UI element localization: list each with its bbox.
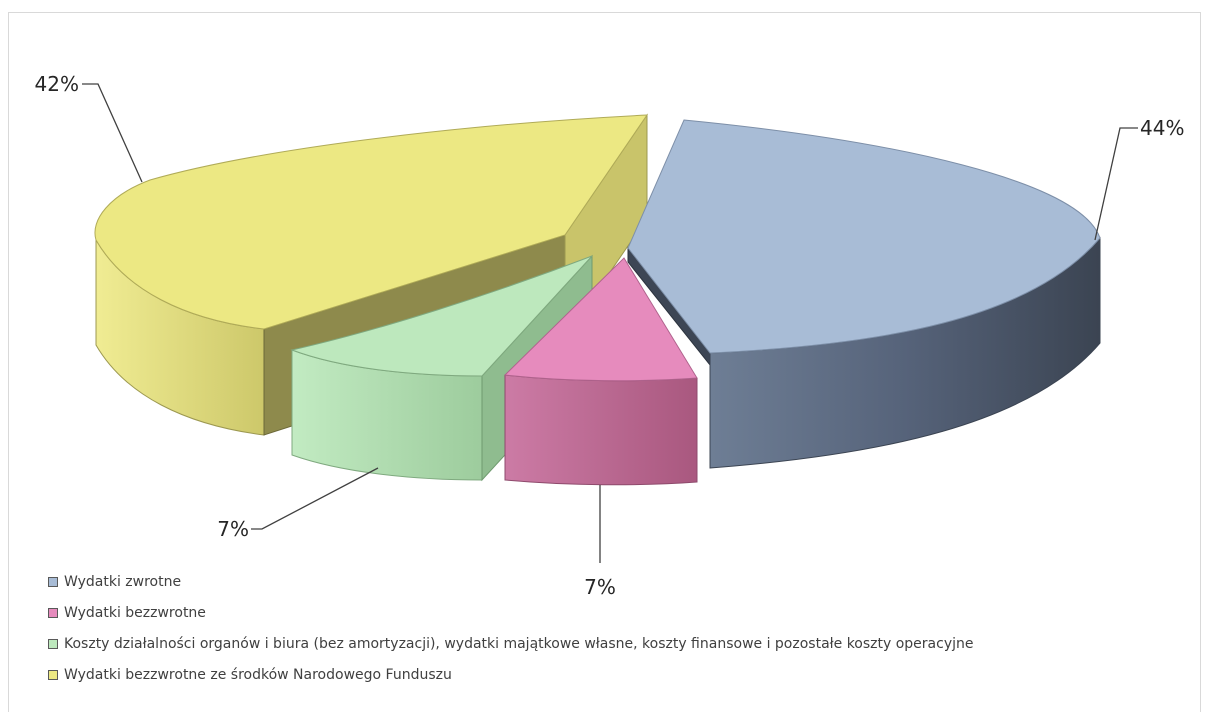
leader-line-green <box>251 467 379 530</box>
legend-item-wydatki-narodowego-funduszu: Wydatki bezzwrotne ze środków Narodowego… <box>48 659 974 690</box>
legend-item-wydatki-bezzwrotne: Wydatki bezzwrotne <box>48 597 974 628</box>
legend-swatch-green <box>48 638 58 649</box>
legend-label: Wydatki bezzwrotne ze środków Narodowego… <box>64 666 452 683</box>
legend-swatch-yellow <box>48 669 58 680</box>
pie-slice-blue <box>627 119 1101 469</box>
legend-swatch-blue <box>48 576 58 587</box>
data-label-pink: 7% <box>584 575 616 599</box>
legend-label: Wydatki bezzwrotne <box>64 604 206 621</box>
data-label-blue: 44% <box>1140 116 1184 140</box>
legend-item-wydatki-zwrotne: Wydatki zwrotne <box>48 566 974 597</box>
legend-label: Koszty działalności organów i biura (bez… <box>64 635 974 652</box>
legend: Wydatki zwrotne Wydatki bezzwrotne Koszt… <box>48 566 974 690</box>
legend-item-koszty-dzialalnosci: Koszty działalności organów i biura (bez… <box>48 628 974 659</box>
data-label-yellow: 42% <box>35 72 79 96</box>
leader-line-blue <box>1094 127 1138 241</box>
data-label-green: 7% <box>217 517 249 541</box>
leader-line-yellow <box>82 83 143 183</box>
legend-swatch-pink <box>48 607 58 618</box>
chart-area <box>8 12 1201 712</box>
legend-label: Wydatki zwrotne <box>64 573 182 590</box>
pie-slice-pink <box>503 257 698 486</box>
